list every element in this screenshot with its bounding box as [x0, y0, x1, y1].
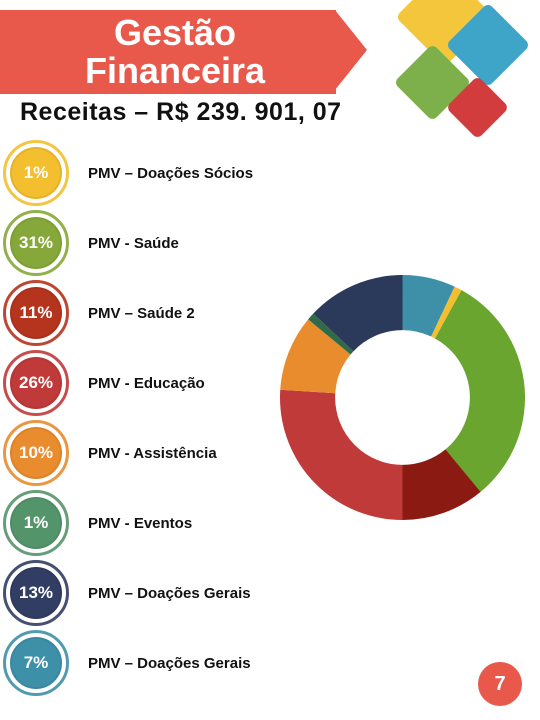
- percent-badge: 11%: [6, 283, 66, 343]
- revenue-label: PMV - Assistência: [88, 445, 217, 462]
- revenue-label: PMV – Saúde 2: [88, 305, 195, 322]
- slide-root: Gestão Financeira Receitas – R$ 239. 901…: [0, 0, 540, 720]
- percent-badge: 31%: [6, 213, 66, 273]
- percent-badge: 13%: [6, 563, 66, 623]
- title-banner: Gestão Financeira: [0, 6, 340, 98]
- revenue-row: 10% PMV - Assistência: [6, 418, 316, 488]
- percent-badge: 10%: [6, 423, 66, 483]
- donut-hole: [351, 346, 454, 449]
- percent-value: 7%: [24, 653, 49, 673]
- percent-value: 1%: [24, 513, 49, 533]
- revenue-row: 1% PMV – Doações Sócios: [6, 138, 316, 208]
- percent-badge: 1%: [6, 493, 66, 553]
- revenue-label: PMV – Doações Gerais: [88, 585, 251, 602]
- revenue-row: 31% PMV - Saúde: [6, 208, 316, 278]
- revenue-label: PMV - Educação: [88, 375, 205, 392]
- revenue-list: 1% PMV – Doações Sócios 31% PMV - Saúde 11% P…: [6, 138, 316, 698]
- percent-value: 31%: [19, 233, 53, 253]
- revenue-row: 1% PMV - Eventos: [6, 488, 316, 558]
- percent-badge: 26%: [6, 353, 66, 413]
- percent-value: 13%: [19, 583, 53, 603]
- percent-badge: 7%: [6, 633, 66, 693]
- revenue-row: 13% PMV – Doações Gerais: [6, 558, 316, 628]
- revenue-label: PMV – Doações Sócios: [88, 165, 253, 182]
- revenue-label: PMV – Doações Gerais: [88, 655, 251, 672]
- percent-value: 1%: [24, 163, 49, 183]
- donut-chart: [280, 275, 525, 520]
- percent-value: 26%: [19, 373, 53, 393]
- revenue-label: PMV - Saúde: [88, 235, 179, 252]
- subtitle: Receitas – R$ 239. 901, 07: [20, 98, 342, 127]
- revenue-row: 7% PMV – Doações Gerais: [6, 628, 316, 698]
- page-title: Gestão Financeira: [0, 6, 340, 98]
- page-number: 7: [478, 662, 522, 706]
- revenue-row: 11% PMV – Saúde 2: [6, 278, 316, 348]
- revenue-row: 26% PMV - Educação: [6, 348, 316, 418]
- percent-value: 11%: [19, 303, 52, 323]
- percent-value: 10%: [19, 443, 53, 463]
- revenue-label: PMV - Eventos: [88, 515, 192, 532]
- percent-badge: 1%: [6, 143, 66, 203]
